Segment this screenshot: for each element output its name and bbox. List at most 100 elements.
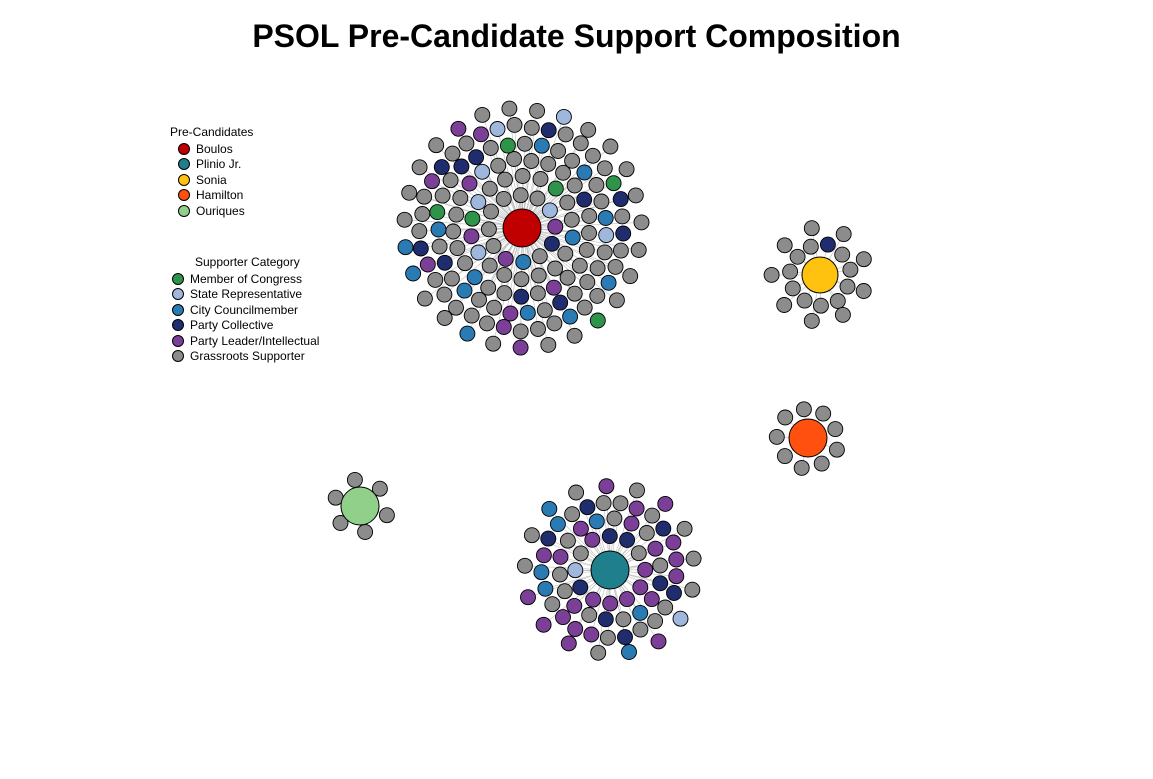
supporter-node-grassroots-supporter [458, 135, 475, 152]
supporter-node-grassroots-supporter [828, 441, 845, 458]
supporter-node-grassroots-supporter [595, 495, 612, 512]
support-edge [424, 227, 523, 299]
supporter-node-grassroots-supporter [555, 164, 572, 181]
supporter-node-party-leader-intellectual [502, 305, 519, 322]
supporter-node-city-councilmember [541, 500, 558, 517]
supporter-node-grassroots-supporter [427, 271, 444, 288]
supporter-node-grassroots-supporter [552, 566, 568, 583]
supporter-node-grassroots-supporter [652, 557, 669, 574]
supporter-node-grassroots-supporter [414, 206, 431, 222]
supporter-node-grassroots-supporter [490, 157, 507, 174]
legend-item-hamilton: Hamilton [178, 188, 253, 204]
supporter-node-state-representative [598, 227, 615, 244]
supporter-node-grassroots-supporter [506, 151, 523, 167]
supporter-node-grassroots-supporter [496, 266, 513, 283]
supporter-node-grassroots-supporter [812, 297, 829, 314]
supporter-node-grassroots-supporter [629, 482, 645, 499]
supporter-node-grassroots-supporter [483, 203, 499, 220]
supporter-node-grassroots-supporter [627, 187, 644, 204]
supporter-node-grassroots-supporter [566, 285, 583, 302]
supporter-node-grassroots-supporter [782, 263, 799, 280]
supporter-node-city-councilmember [632, 604, 649, 621]
supporter-node-party-leader-intellectual [552, 548, 569, 565]
supporter-node-grassroots-supporter [657, 599, 674, 616]
supporter-node-party-leader-intellectual [535, 616, 552, 633]
supporter-node-party-collective [612, 191, 629, 208]
supporter-node-grassroots-supporter [530, 321, 546, 337]
candidate-node-hamilton [788, 418, 828, 458]
legend-item-state-representative: State Representative [172, 287, 319, 303]
supporter-node-grassroots-supporter [559, 532, 576, 549]
supporter-node-state-representative [541, 202, 558, 219]
supporter-node-grassroots-supporter [618, 161, 635, 178]
supporter-node-grassroots-supporter [428, 137, 445, 154]
supporter-node-state-representative [489, 121, 506, 137]
supporter-node-grassroots-supporter [514, 168, 531, 184]
pre-candidates-legend: Pre-Candidates Boulos Plinio Jr. Sonia H… [170, 125, 253, 219]
supporter-node-grassroots-supporter [685, 550, 702, 567]
supporter-node-grassroots-supporter [557, 126, 574, 143]
supporter-node-party-leader-intellectual [637, 561, 654, 578]
supporter-node-member-of-congress [464, 210, 481, 227]
supporter-node-party-leader-intellectual [572, 520, 589, 537]
candidate-node-plinio-jr [590, 550, 630, 590]
supporter-node-grassroots-supporter [584, 147, 601, 164]
supporter-node-city-councilmember [405, 265, 422, 282]
supporter-node-grassroots-supporter [557, 245, 574, 262]
supporter-node-city-councilmember [588, 513, 605, 530]
supporter-node-grassroots-supporter [448, 299, 464, 316]
supporter-node-member-of-congress [499, 137, 516, 154]
supporter-node-city-councilmember [562, 308, 579, 325]
supporter-node-grassroots-supporter [777, 409, 794, 426]
supporter-node-party-collective [579, 499, 596, 516]
supporter-node-grassroots-supporter [529, 102, 546, 119]
supporter-node-party-collective [819, 236, 836, 253]
supporter-node-grassroots-supporter [501, 100, 518, 117]
supporter-node-grassroots-supporter [411, 159, 428, 176]
supporter-node-city-councilmember [576, 164, 593, 181]
supporter-node-grassroots-supporter [795, 401, 812, 418]
supporter-node-grassroots-supporter [676, 520, 693, 537]
supporter-node-party-leader-intellectual [461, 175, 478, 192]
supporter-node-city-councilmember [564, 229, 581, 246]
supporter-node-party-leader-intellectual [497, 250, 514, 267]
supporter-node-party-collective [543, 235, 560, 252]
pre-candidates-legend-title: Pre-Candidates [170, 125, 254, 139]
supporter-node-party-leader-intellectual [584, 531, 601, 548]
supporter-node-grassroots-supporter [589, 287, 606, 304]
supporter-node-party-collective [601, 528, 618, 545]
supporter-node-grassroots-supporter [457, 255, 473, 272]
supporter-node-party-leader-intellectual [424, 173, 440, 190]
supporter-node-grassroots-supporter [608, 292, 625, 309]
supporter-node-grassroots-supporter [443, 270, 460, 287]
supporter-node-party-leader-intellectual [665, 534, 682, 551]
supporter-node-party-leader-intellectual [598, 478, 615, 495]
supporter-node-grassroots-supporter [436, 310, 453, 326]
supporter-node-party-leader-intellectual [650, 633, 667, 650]
supporter-node-party-leader-intellectual [643, 591, 660, 608]
supporter-node-grassroots-supporter [506, 116, 523, 133]
supporter-node-city-councilmember [519, 304, 536, 321]
supporter-node-party-collective [552, 294, 569, 311]
supporter-node-party-leader-intellectual [583, 626, 600, 643]
supporter-node-grassroots-supporter [803, 220, 820, 237]
supporter-node-party-leader-intellectual [668, 568, 685, 585]
supporter-node-grassroots-supporter [813, 455, 830, 472]
supporter-node-grassroots-supporter [776, 448, 793, 465]
party-leader-intellectual-swatch-icon [172, 334, 184, 347]
supporter-node-grassroots-supporter [632, 621, 649, 638]
supporter-node-party-collective [412, 240, 429, 257]
supporter-node-state-representative [474, 163, 491, 180]
legend-item-ouriques: Ouriques [178, 203, 253, 219]
supporter-node-grassroots-supporter [481, 180, 498, 197]
supporter-node-grassroots-supporter [481, 257, 498, 274]
supporter-node-grassroots-supporter [834, 246, 851, 263]
supporter-node-party-leader-intellectual [463, 228, 480, 245]
legend-label: Hamilton [196, 188, 244, 203]
supporter-node-city-councilmember [456, 282, 473, 299]
supporter-node-grassroots-supporter [564, 152, 581, 169]
supporter-node-party-collective [666, 585, 682, 601]
supporter-node-grassroots-supporter [416, 188, 433, 205]
supporter-node-grassroots-supporter [512, 323, 529, 340]
supporter-node-grassroots-supporter [829, 293, 846, 309]
